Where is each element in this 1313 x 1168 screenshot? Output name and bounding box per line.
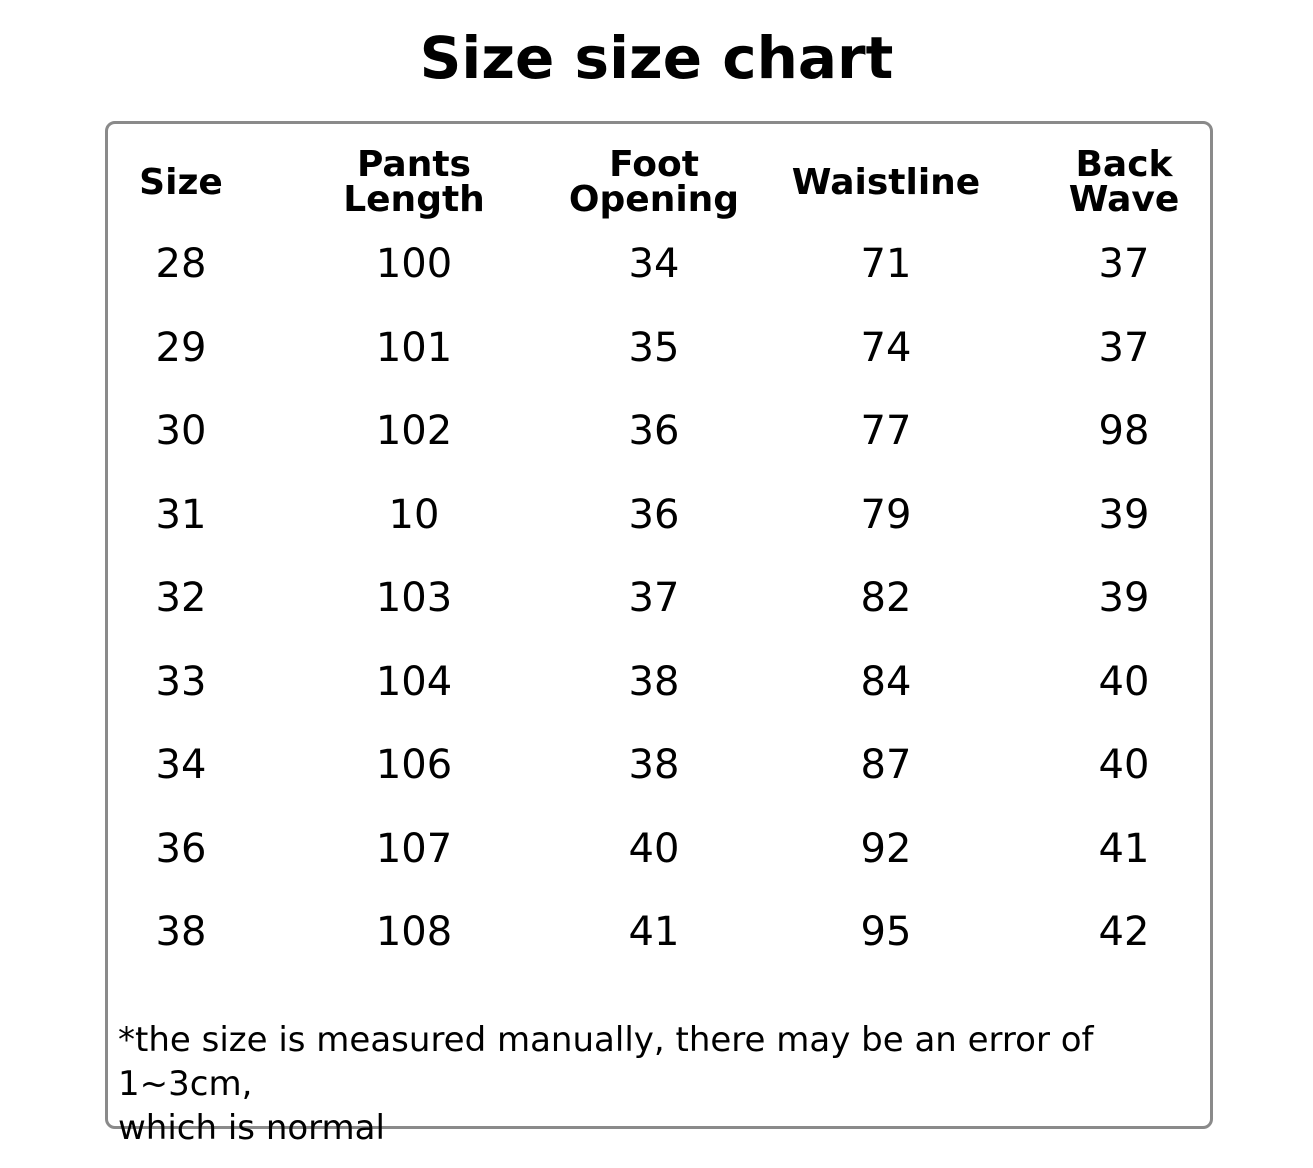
cell-waistline: 92 — [860, 826, 912, 872]
cell-size: 36 — [155, 826, 207, 872]
cell-size: 32 — [155, 575, 207, 621]
cell-waistline: 71 — [860, 241, 912, 287]
table-row: 38 108 41 95 42 — [0, 890, 1313, 974]
cell-foot-opening: 41 — [628, 909, 680, 955]
cell-waistline: 77 — [860, 408, 912, 454]
column-header-pants-length: Pants Length — [343, 144, 485, 220]
column-header-size: Size — [139, 161, 223, 203]
cell-waistline: 79 — [860, 492, 912, 538]
cell-foot-opening: 34 — [628, 241, 680, 287]
cell-back-wave: 40 — [1098, 742, 1150, 788]
cell-foot-opening: 38 — [628, 742, 680, 788]
cell-pants-length: 108 — [375, 909, 453, 955]
cell-foot-opening: 38 — [628, 659, 680, 705]
cell-size: 28 — [155, 241, 207, 287]
cell-waistline: 84 — [860, 659, 912, 705]
cell-size: 31 — [155, 492, 207, 538]
cell-foot-opening: 36 — [628, 492, 680, 538]
cell-foot-opening: 40 — [628, 826, 680, 872]
cell-foot-opening: 37 — [628, 575, 680, 621]
cell-foot-opening: 35 — [628, 325, 680, 371]
table-row: 31 10 36 79 39 — [0, 473, 1313, 557]
cell-pants-length: 106 — [375, 742, 453, 788]
cell-waistline: 95 — [860, 909, 912, 955]
table-row: 33 104 38 84 40 — [0, 640, 1313, 724]
cell-back-wave: 42 — [1098, 909, 1150, 955]
cell-pants-length: 101 — [375, 325, 453, 371]
cell-foot-opening: 36 — [628, 408, 680, 454]
column-header-waistline: Waistline — [791, 161, 981, 203]
measurement-note: *the size is measured manually, there ma… — [118, 1020, 1094, 1148]
cell-waistline: 74 — [860, 325, 912, 371]
cell-size: 34 — [155, 742, 207, 788]
cell-pants-length: 107 — [375, 826, 453, 872]
cell-pants-length: 104 — [375, 659, 453, 705]
table-row: 29 101 35 74 37 — [0, 306, 1313, 390]
cell-back-wave: 98 — [1098, 408, 1150, 454]
cell-back-wave: 39 — [1098, 492, 1150, 538]
table-row: 28 100 34 71 37 — [0, 222, 1313, 306]
column-header-foot-opening: Foot Opening — [568, 144, 740, 220]
cell-pants-length: 102 — [375, 408, 453, 454]
cell-back-wave: 41 — [1098, 826, 1150, 872]
table-row: 32 103 37 82 39 — [0, 556, 1313, 640]
size-chart-panel — [105, 121, 1213, 1129]
cell-pants-length: 10 — [388, 492, 440, 538]
cell-size: 30 — [155, 408, 207, 454]
page-title: Size size chart — [419, 24, 894, 92]
table-row: 30 102 36 77 98 — [0, 389, 1313, 473]
cell-pants-length: 103 — [375, 575, 453, 621]
cell-back-wave: 40 — [1098, 659, 1150, 705]
table-row: 34 106 38 87 40 — [0, 723, 1313, 807]
cell-size: 29 — [155, 325, 207, 371]
table-row: 36 107 40 92 41 — [0, 807, 1313, 891]
cell-back-wave: 39 — [1098, 575, 1150, 621]
cell-back-wave: 37 — [1098, 241, 1150, 287]
cell-size: 33 — [155, 659, 207, 705]
cell-back-wave: 37 — [1098, 325, 1150, 371]
cell-pants-length: 100 — [375, 241, 453, 287]
cell-waistline: 82 — [860, 575, 912, 621]
column-header-back-wave: Back Wave — [1068, 144, 1180, 220]
cell-size: 38 — [155, 909, 207, 955]
cell-waistline: 87 — [860, 742, 912, 788]
